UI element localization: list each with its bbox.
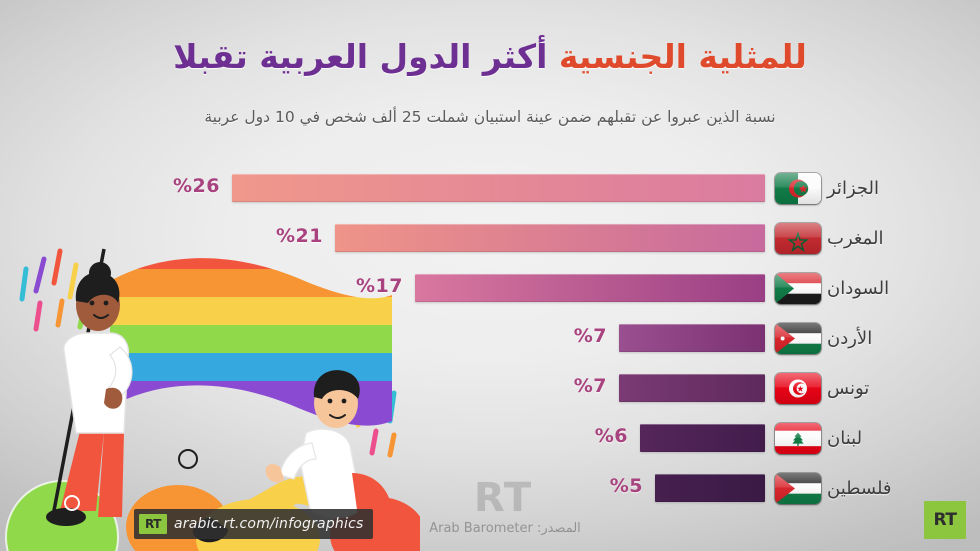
page-subtitle: نسبة الذين عبروا عن تقبلهم ضمن عينة استب… <box>204 108 776 126</box>
country-label: لبنان <box>827 427 863 449</box>
table-row: %5 فلسطين <box>0 470 980 506</box>
page-title: للمثلية الجنسية أكثر الدول العربية تقبلا <box>0 38 980 76</box>
lebanon-flag <box>775 422 821 454</box>
palestine-flag <box>775 472 821 504</box>
country-label: فلسطين <box>827 477 892 499</box>
source-label: المصدر: <box>536 521 581 536</box>
country-label: تونس <box>827 377 870 399</box>
flag-gloss <box>775 322 821 354</box>
bar-chart: %26 الجزائر %21 المغرب %17 السودان %7 الأردن %7 ت… <box>0 170 980 520</box>
flag-gloss <box>775 472 821 504</box>
table-row: %17 السودان <box>0 270 980 306</box>
table-row: %26 الجزائر <box>0 170 980 206</box>
bar-5 <box>619 374 765 402</box>
bar-2 <box>335 224 765 252</box>
bar-track: %26 <box>0 170 765 206</box>
bar-track: %21 <box>0 220 765 256</box>
table-row: %6 لبنان <box>0 420 980 456</box>
rt-mini-logo: RT <box>139 514 167 534</box>
bar-track: %7 <box>0 320 765 356</box>
bar-7 <box>655 474 765 502</box>
country-label: الأردن <box>827 327 873 349</box>
jordan-flag <box>775 322 821 354</box>
bar-track: %7 <box>0 370 765 406</box>
source-name: Arab Barometer <box>429 521 533 536</box>
country-label: المغرب <box>827 227 884 249</box>
bar-value-label: %6 <box>594 425 628 447</box>
bar-value-label: %17 <box>356 275 403 297</box>
flag-gloss <box>775 222 821 254</box>
title-segment-orange: للمثلية الجنسية <box>558 37 807 76</box>
rt-logo: RT <box>924 501 966 539</box>
morocco-flag <box>775 222 821 254</box>
tunisia-flag <box>775 372 821 404</box>
bar-track: %6 <box>0 420 765 456</box>
table-row: %21 المغرب <box>0 220 980 256</box>
bar-value-label: %7 <box>573 375 607 397</box>
flag-gloss <box>775 422 821 454</box>
bar-3 <box>415 274 765 302</box>
bar-value-label: %7 <box>573 325 607 347</box>
table-row: %7 تونس <box>0 370 980 406</box>
bar-track: %17 <box>0 270 765 306</box>
bar-value-label: %21 <box>276 225 323 247</box>
title-block: للمثلية الجنسية أكثر الدول العربية تقبلا <box>0 38 980 76</box>
bar-4 <box>619 324 765 352</box>
rt-logo-label: RT <box>933 510 957 530</box>
flag-gloss <box>775 272 821 304</box>
url-text: arabic.rt.com/infographics <box>174 516 364 532</box>
country-label: الجزائر <box>827 177 879 199</box>
country-label: السودان <box>827 277 890 299</box>
algeria-flag <box>775 172 821 204</box>
title-segment-purple: أكثر الدول العربية تقبلا <box>173 37 548 76</box>
bar-track: %5 <box>0 470 765 506</box>
sudan-flag <box>775 272 821 304</box>
bar-value-label: %5 <box>609 475 643 497</box>
flag-gloss <box>775 372 821 404</box>
bar-6 <box>640 424 765 452</box>
url-badge[interactable]: RT arabic.rt.com/infographics <box>134 509 374 539</box>
source-credit: المصدر: Arab Barometer <box>380 521 630 536</box>
flag-gloss <box>775 172 821 204</box>
bar-1 <box>232 174 765 202</box>
rt-watermark: RT <box>473 475 533 521</box>
table-row: %7 الأردن <box>0 320 980 356</box>
bar-value-label: %26 <box>173 175 220 197</box>
